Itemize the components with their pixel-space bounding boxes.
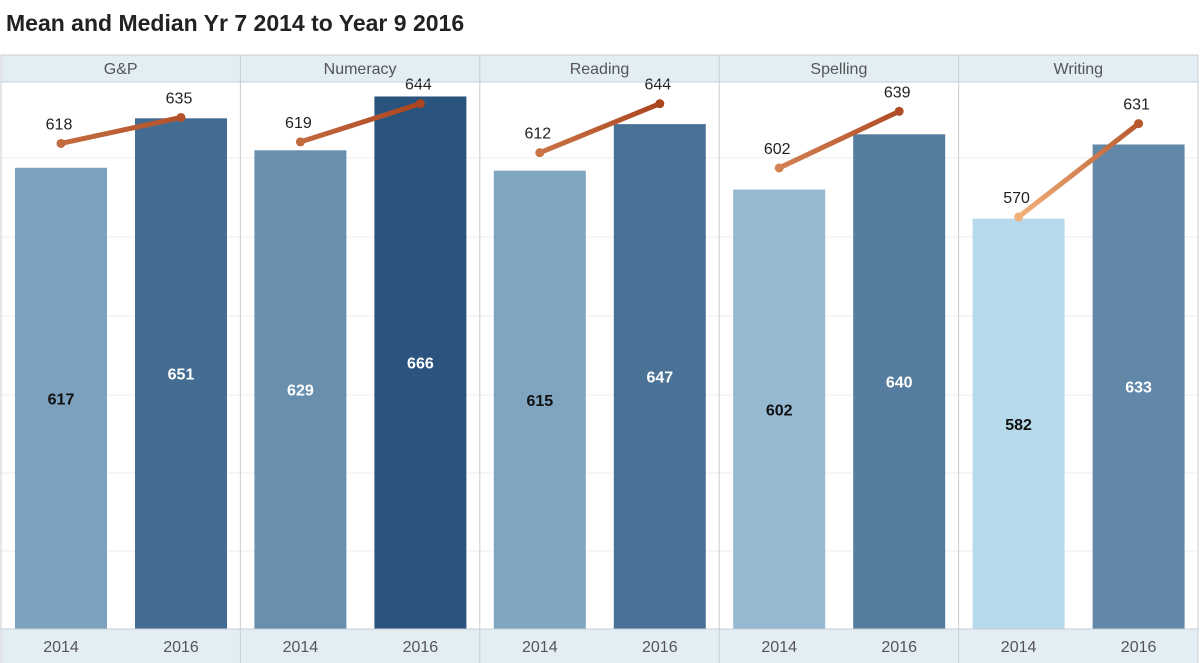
bar-value-label: 666	[407, 356, 434, 373]
bar-value-label: 602	[766, 402, 793, 419]
panel-header: Writing	[1054, 61, 1104, 78]
bar-value-label: 629	[287, 383, 314, 400]
median-point	[655, 99, 665, 109]
median-value-label: 644	[644, 77, 671, 94]
panel-header: Spelling	[810, 61, 867, 78]
bar-value-label: 647	[646, 370, 673, 387]
median-value-label: 612	[524, 126, 551, 143]
median-value-label: 635	[166, 90, 193, 107]
median-value-label: 570	[1003, 190, 1030, 207]
median-value-label: 644	[405, 77, 432, 94]
median-point	[894, 106, 904, 116]
x-tick-label: 2014	[43, 639, 79, 656]
bar-value-label: 617	[48, 391, 75, 408]
x-tick-label: 2016	[1121, 639, 1157, 656]
median-line	[537, 101, 663, 156]
chart-title: Mean and Median Yr 7 2014 to Year 9 2016	[6, 10, 465, 36]
median-line	[776, 108, 902, 171]
bar	[374, 96, 467, 630]
median-value-label: 618	[46, 116, 73, 133]
bar	[1092, 144, 1185, 630]
median-value-label: 631	[1123, 97, 1150, 114]
median-point	[295, 137, 305, 147]
median-point	[774, 163, 784, 173]
bar-value-label: 615	[526, 393, 553, 410]
panel-header: Reading	[570, 61, 630, 78]
x-tick-label: 2014	[283, 639, 319, 656]
x-tick-label: 2014	[761, 639, 797, 656]
bar	[254, 150, 347, 629]
bar	[493, 170, 586, 630]
median-line	[297, 101, 423, 145]
bar	[135, 118, 227, 630]
x-tick-label: 2016	[642, 639, 678, 656]
bar	[972, 218, 1065, 629]
bar	[733, 189, 826, 629]
bar-value-label: 582	[1005, 417, 1032, 434]
bar-value-label: 651	[168, 367, 195, 384]
x-tick-label: 2016	[881, 639, 917, 656]
bar	[853, 134, 946, 630]
median-value-label: 619	[285, 115, 312, 132]
median-point	[415, 99, 425, 109]
x-tick-label: 2014	[1001, 639, 1037, 656]
median-point	[176, 112, 186, 122]
median-point	[1014, 212, 1024, 222]
panel-header: G&P	[104, 61, 138, 78]
bar	[15, 167, 107, 629]
median-line	[58, 114, 184, 146]
median-point	[535, 148, 545, 158]
median-point	[1134, 119, 1144, 129]
bar	[613, 124, 706, 630]
panel-header: Numeracy	[324, 61, 397, 78]
x-tick-label: 2014	[522, 639, 558, 656]
footer-band	[1, 629, 1198, 663]
x-tick-label: 2016	[403, 639, 439, 656]
median-point	[56, 138, 66, 148]
header-band	[1, 55, 1198, 82]
bar-value-label: 633	[1125, 380, 1152, 397]
bar-value-label: 640	[886, 375, 913, 392]
median-line	[1016, 121, 1142, 220]
median-value-label: 602	[764, 141, 791, 158]
median-value-label: 639	[884, 84, 911, 101]
x-tick-label: 2016	[163, 639, 199, 656]
